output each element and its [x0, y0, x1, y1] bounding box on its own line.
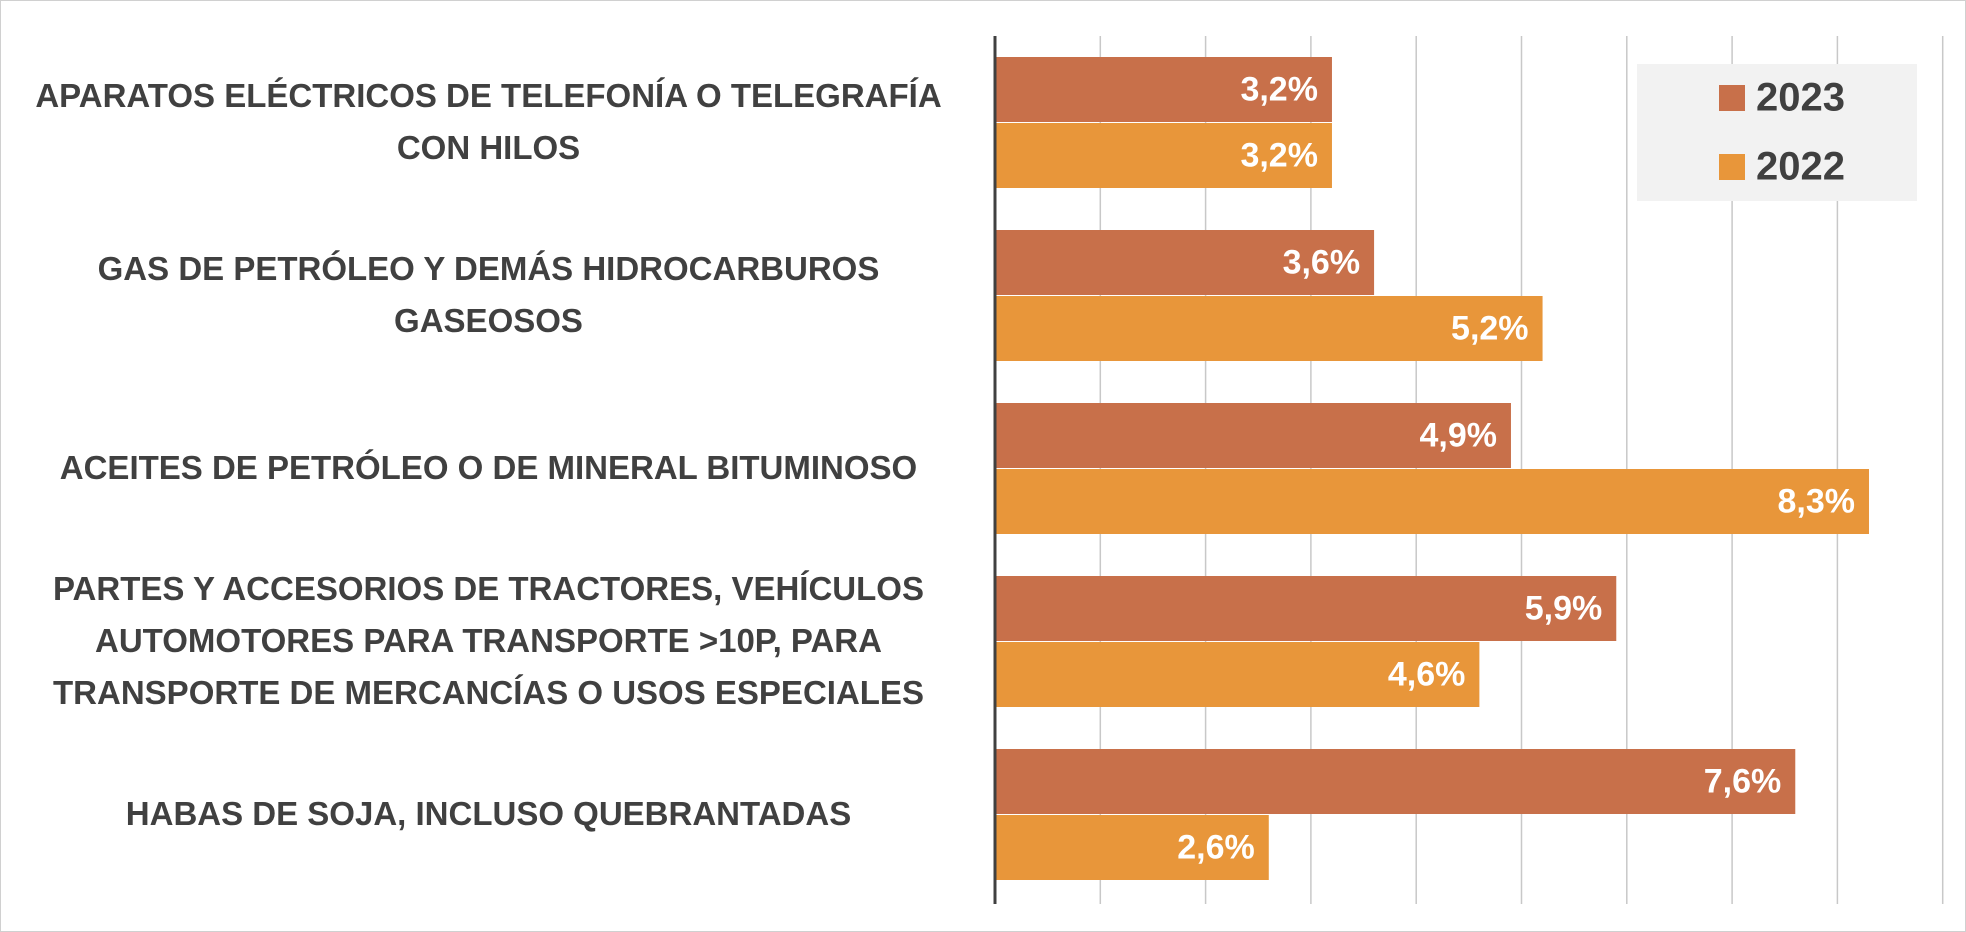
category-label: GAS DE PETRÓLEO Y DEMÁS HIDROCARBUROS GA… [97, 250, 880, 339]
value-label: 8,3% [1777, 482, 1855, 520]
legend-label: 2022 [1756, 145, 1845, 189]
bar [995, 403, 1511, 468]
value-label: 3,6% [1283, 243, 1361, 281]
value-label: 2,6% [1177, 828, 1255, 866]
value-label: 4,6% [1388, 655, 1466, 693]
legend-swatch [1719, 85, 1745, 111]
category-label: HABAS DE SOJA, INCLUSO QUEBRANTADAS [125, 795, 852, 832]
value-label: 3,2% [1240, 136, 1318, 174]
bar [995, 749, 1796, 814]
value-label: 5,2% [1451, 309, 1529, 347]
bar [995, 642, 1480, 707]
category-label: PARTES Y ACCESORIOS DE TRACTORES, VEHÍCU… [53, 570, 924, 711]
value-label: 3,2% [1240, 70, 1318, 108]
category-label: ACEITES DE PETRÓLEO O DE MINERAL BITUMIN… [59, 449, 918, 486]
legend-box [1637, 64, 1917, 201]
bar [995, 57, 1332, 122]
bar [995, 469, 1869, 534]
category-label: APARATOS ELÉCTRICOS DE TELEFONÍA O TELEG… [35, 77, 942, 166]
bar [995, 123, 1332, 188]
value-label: 4,9% [1419, 416, 1497, 454]
value-label: 5,9% [1525, 589, 1603, 627]
value-label: 7,6% [1704, 762, 1782, 800]
bar [995, 576, 1617, 641]
bar [995, 230, 1375, 295]
bar [995, 815, 1269, 880]
legend-swatch [1719, 154, 1745, 180]
legend-label: 2023 [1756, 76, 1845, 120]
bar [995, 296, 1543, 361]
